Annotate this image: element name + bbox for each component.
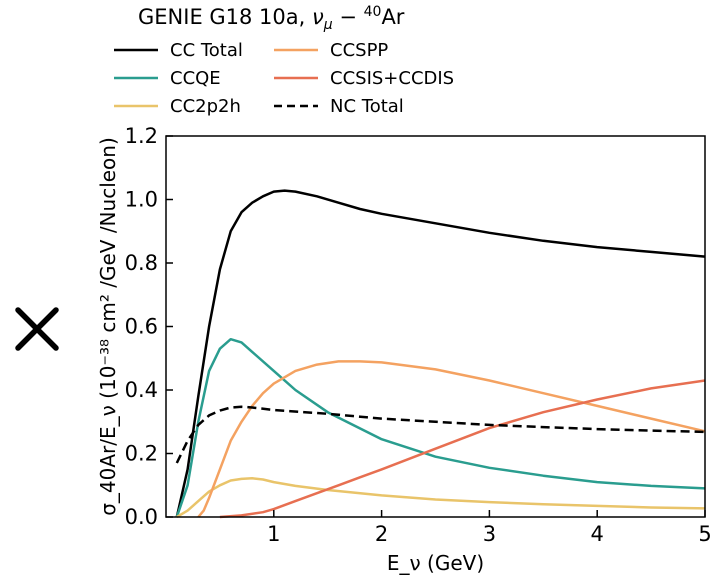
x-tick-label: 4 [591,522,604,546]
legend-label: CCQE [170,67,221,89]
legend-item-cc-total: CC Total [112,38,243,62]
axes-frame [165,135,706,518]
x-tick-label: 5 [698,522,711,546]
y-tick-label: 0.0 [125,505,158,529]
legend-item-ccqe: CCQE [112,66,221,90]
x-tick-label: 3 [483,522,496,546]
legend-item-nc-total: NC Total [272,94,404,118]
legend-item-cc2p2h: CC2p2h [112,94,241,118]
close-x-glyph [15,307,59,351]
x-tick-label: 1 [267,522,280,546]
y-tick-label: 1.2 [125,124,158,148]
x-axis-label: E_ν (GeV) [387,551,484,575]
y-tick-label: 0.6 [125,315,158,339]
legend-label: CCSIS+CCDIS [330,67,455,89]
chart-title-text: GENIE G18 10a, νμ − 40Ar [138,4,405,34]
chart-title: GENIE G18 10a, νμ − 40Ar [138,4,404,33]
y-axis-label: σ_40Ar/E_ν (10⁻³⁸ cm² /GeV /Nucleon) [96,137,120,516]
tick-layer: 1 2 3 4 5 0.0 0.2 0.4 0.6 0.8 1.0 1.2 [125,124,712,546]
close-x-icon[interactable] [12,304,62,354]
legend-label: CC Total [170,39,243,61]
legend-swatch [114,76,158,80]
legend-item-ccspp: CCSPP [272,38,388,62]
series-line-ccsis-ccdis [219,379,706,519]
legend-label: NC Total [330,95,404,117]
legend-label: CCSPP [330,39,389,61]
x-tick-label: 2 [375,522,388,546]
series-line-cc2p2h [176,477,706,519]
y-tick-label: 0.8 [125,251,158,275]
series-layer [175,189,706,519]
legend-swatch [114,104,158,108]
y-tick-label: 0.4 [125,378,158,402]
legend-swatch [274,76,318,80]
y-tick-label: 0.2 [125,442,158,466]
legend-item-ccsis-ccdis: CCSIS+CCDIS [272,66,454,90]
series-line-ccqe [175,337,706,518]
y-tick-label: 1.0 [125,188,158,212]
series-line-ccspp [197,360,706,518]
legend-swatch [274,48,318,52]
legend-swatch [274,104,318,108]
legend-swatch [114,48,158,52]
series-line-cc-total [175,189,706,518]
series-line-nc-total [175,405,706,464]
chart-legend: CC Total CCSPP CCQE CCSIS+CCDIS CC2p2h NC Tot… [112,38,472,126]
legend-label: CC2p2h [170,95,241,117]
